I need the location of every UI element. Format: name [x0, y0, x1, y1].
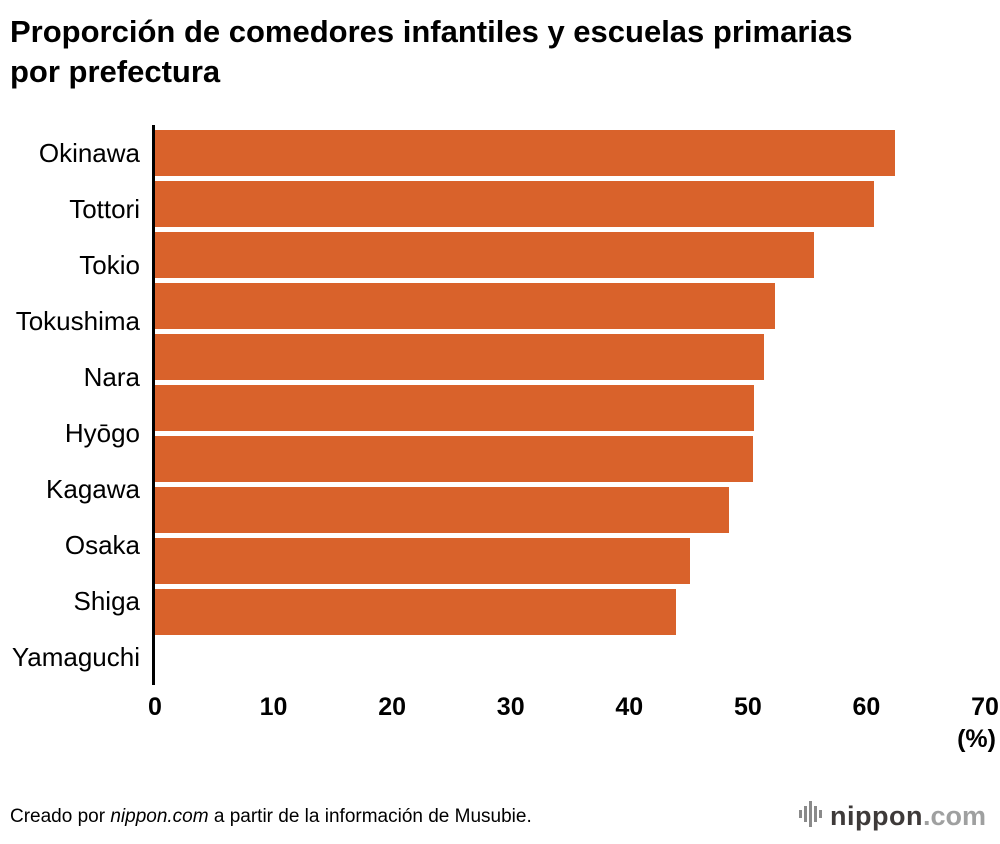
category-label: Okinawa: [38, 137, 140, 168]
footer: Creado por nippon.com a partir de la inf…: [10, 799, 986, 834]
x-tick-20: 20: [378, 693, 407, 722]
x-axis-ticks: 0 10 20 30 40 50 60 70: [148, 685, 999, 723]
bar-kagawa: [155, 436, 753, 483]
x-tick-10: 10: [259, 693, 288, 722]
category-label: Nara: [83, 361, 140, 392]
category-labels-column: Okinawa Tottori Tokio Tokushima Nara Hyōgo Kag…: [0, 125, 152, 685]
credit-suffix: a partir de la información de Musubie.: [208, 805, 532, 827]
bar-osaka: [155, 487, 729, 534]
category-label: Tokio: [79, 249, 140, 280]
nippon-logo: nippon.com: [799, 799, 986, 834]
bar-tokio: [155, 232, 815, 279]
x-axis-unit-label: (%): [957, 725, 996, 754]
x-tick-70: 70: [971, 693, 999, 722]
x-tick-30: 30: [496, 693, 525, 722]
source-credit: Creado por nippon.com a partir de la inf…: [10, 806, 532, 828]
category-label: Kagawa: [46, 473, 140, 504]
bar-nara: [155, 334, 765, 381]
category-label: Tokushima: [15, 305, 140, 336]
category-label: Tottori: [69, 193, 140, 224]
soundbars-icon: [799, 799, 823, 834]
x-tick-60: 60: [852, 693, 881, 722]
credit-source: nippon.com: [110, 805, 209, 827]
credit-prefix: Creado por: [10, 805, 111, 827]
category-label: Hyōgo: [64, 417, 140, 448]
bar-tottori: [155, 181, 874, 228]
logo-name: nippon: [830, 801, 923, 831]
x-tick-0: 0: [148, 693, 162, 722]
bar-shiga: [155, 538, 690, 585]
logo-tld: .com: [922, 801, 986, 831]
category-label: Yamaguchi: [11, 641, 140, 672]
bar-chart: Okinawa Tottori Tokio Tokushima Nara Hyōgo Kag…: [0, 125, 1000, 754]
x-tick-40: 40: [615, 693, 644, 722]
x-tick-50: 50: [733, 693, 762, 722]
category-label: Shiga: [73, 585, 141, 616]
category-label: Osaka: [64, 529, 140, 560]
plot-area: [152, 125, 985, 686]
bar-tokushima: [155, 283, 776, 330]
bar-yamaguchi: [155, 589, 676, 636]
bar-hyōgo: [155, 385, 754, 432]
axis-spacer: [0, 685, 155, 723]
chart-title: Proporción de comedores infantiles y esc…: [10, 14, 853, 89]
bar-okinawa: [155, 130, 895, 177]
